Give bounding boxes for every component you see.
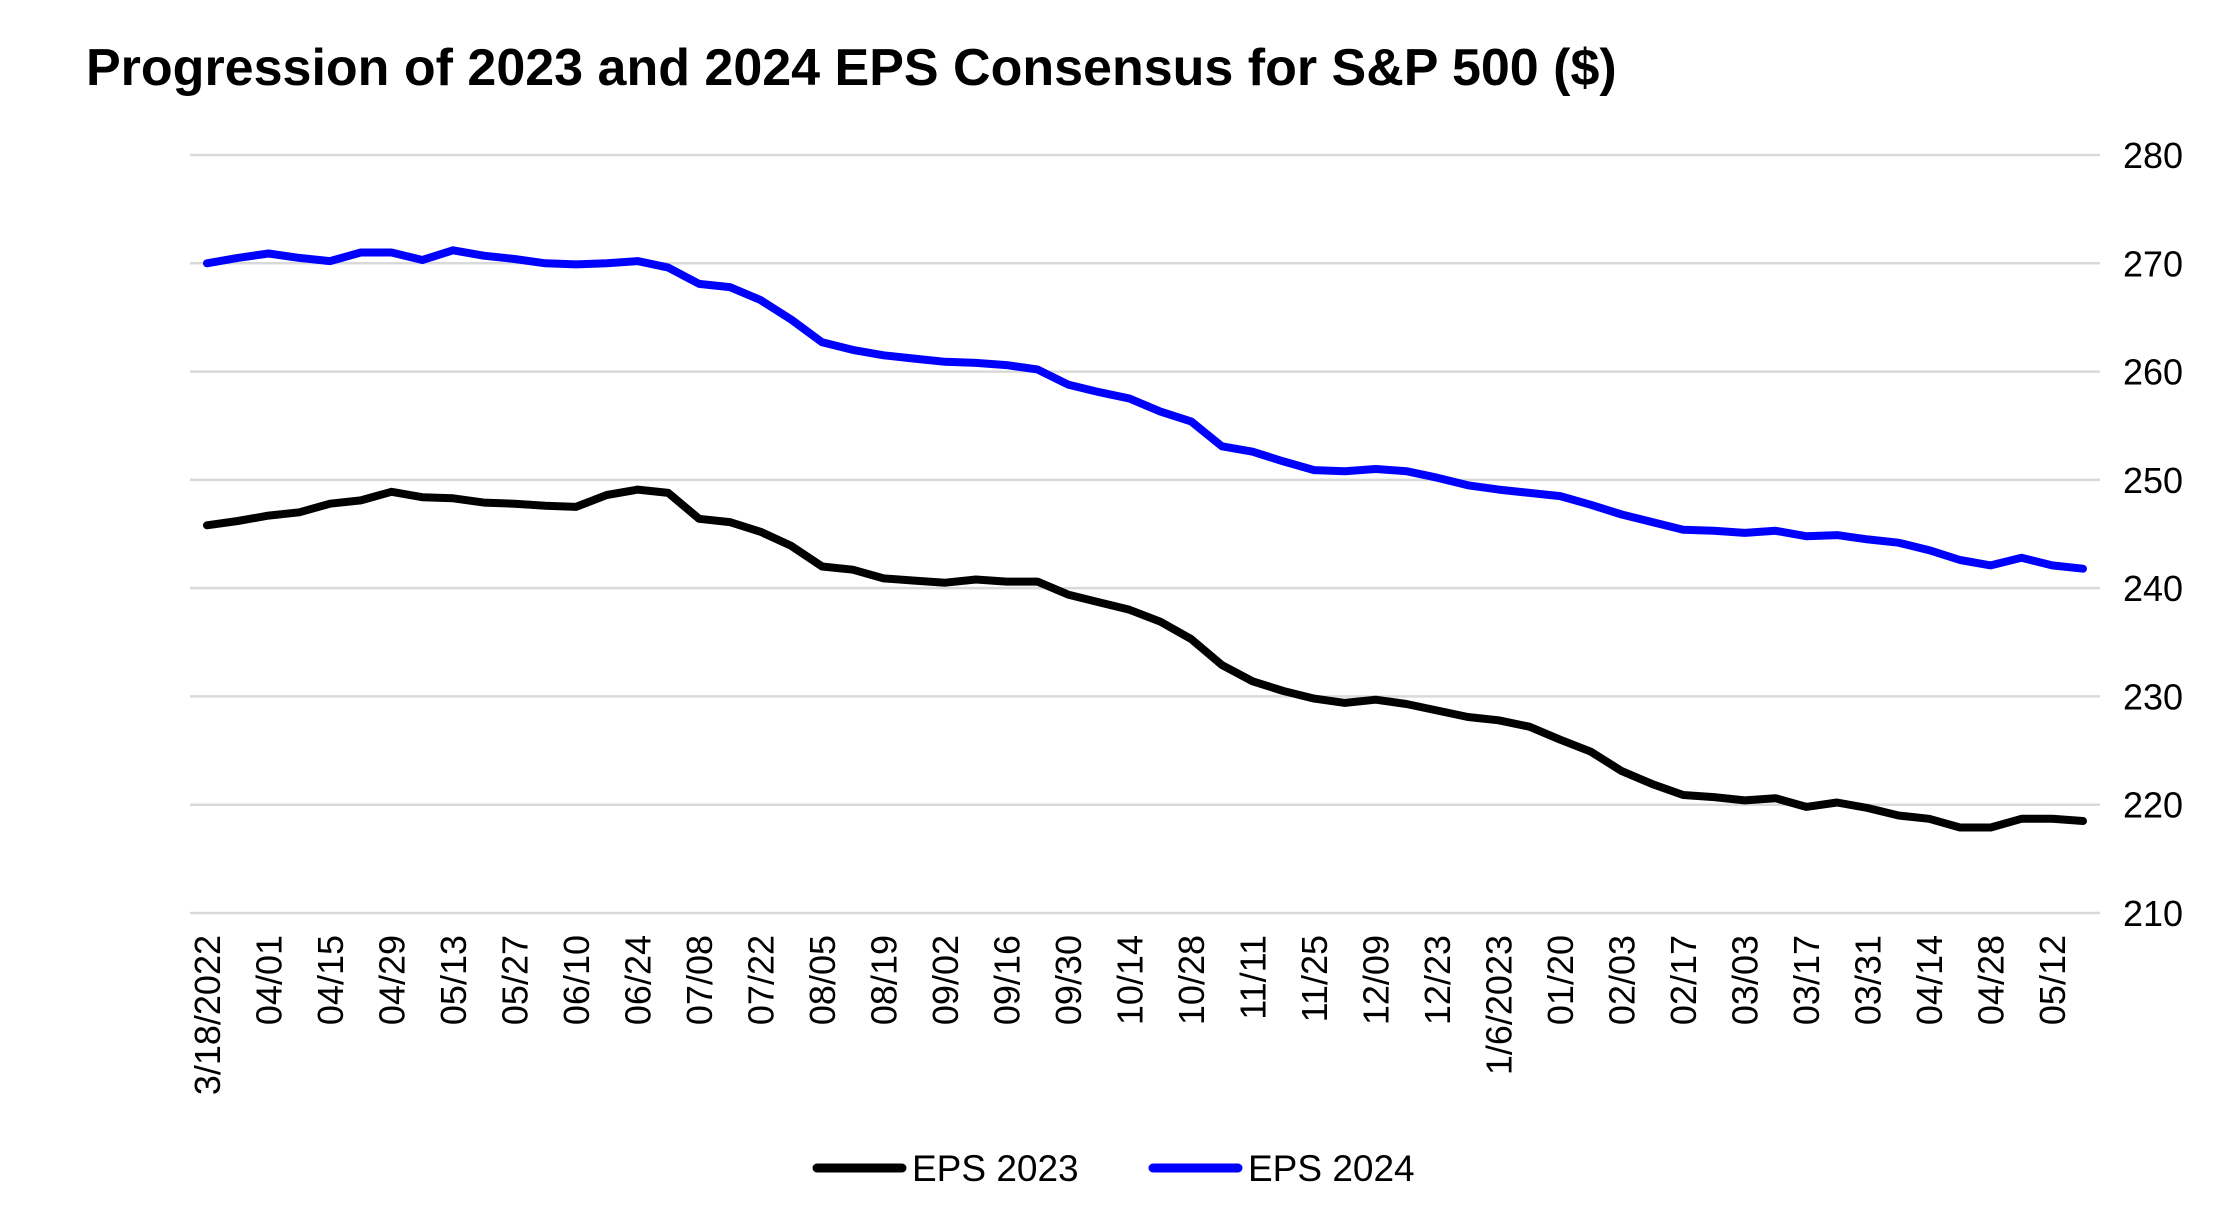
x-tick-label: 11/11 — [1233, 935, 1274, 1020]
x-tick-label: 12/09 — [1356, 935, 1397, 1025]
y-tick-label: 210 — [2123, 893, 2183, 934]
y-tick-label: 270 — [2123, 243, 2183, 284]
x-tick-label: 03/03 — [1725, 935, 1766, 1025]
x-tick-label: 04/01 — [249, 935, 290, 1025]
x-tick-label: 01/20 — [1540, 935, 1581, 1025]
x-tick-label: 06/24 — [618, 935, 659, 1025]
y-tick-label: 230 — [2123, 676, 2183, 717]
x-tick-label: 09/30 — [1048, 935, 1089, 1025]
x-tick-label: 08/19 — [864, 935, 905, 1025]
legend-label: EPS 2024 — [1248, 1148, 1415, 1189]
x-tick-label: 02/17 — [1663, 935, 1704, 1025]
y-tick-label: 280 — [2123, 135, 2183, 176]
y-tick-label: 260 — [2123, 352, 2183, 393]
chart-title: Progression of 2023 and 2024 EPS Consens… — [86, 39, 1617, 97]
x-tick-label: 09/16 — [987, 935, 1028, 1025]
x-tick-label: 08/05 — [802, 935, 843, 1025]
x-tick-label: 03/31 — [1848, 935, 1889, 1025]
x-tick-label: 05/27 — [495, 935, 536, 1025]
y-tick-label: 220 — [2123, 785, 2183, 826]
series-lines — [203, 246, 2087, 832]
x-tick-label: 12/23 — [1417, 935, 1458, 1025]
x-tick-label: 04/29 — [372, 935, 413, 1025]
legend-label: EPS 2023 — [912, 1148, 1079, 1189]
x-tick-label: 09/02 — [925, 935, 966, 1025]
x-tick-label: 10/28 — [1171, 935, 1212, 1025]
x-tick-label: 04/15 — [310, 935, 351, 1025]
x-tick-label: 10/14 — [1110, 935, 1151, 1025]
y-axis-tick-labels: 210 220 230 240 250 260 270 280 — [2123, 135, 2183, 934]
x-tick-label: 07/08 — [679, 935, 720, 1025]
series-line — [203, 485, 2087, 832]
series-line — [203, 246, 2087, 573]
x-tick-label: 06/10 — [556, 935, 597, 1025]
legend: EPS 2023 EPS 2024 — [812, 1148, 1415, 1189]
x-tick-label: 1/6/2023 — [1479, 935, 1520, 1075]
x-tick-label: 03/17 — [1786, 935, 1827, 1025]
x-tick-label: 04/14 — [1909, 935, 1950, 1025]
x-tick-label: 3/18/2022 — [187, 935, 228, 1095]
x-tick-label: 04/28 — [1971, 935, 2012, 1025]
x-tick-label: 02/03 — [1602, 935, 1643, 1025]
x-axis-tick-labels: 3/18/2022 04/01 04/15 04/29 05/13 05/27 06/10 0… — [187, 935, 2073, 1095]
x-tick-label: 11/25 — [1294, 935, 1335, 1022]
x-tick-label: 07/22 — [741, 935, 782, 1025]
x-tick-label: 05/12 — [2032, 935, 2073, 1025]
y-tick-label: 240 — [2123, 568, 2183, 609]
gridlines — [190, 153, 2100, 915]
x-tick-label: 05/13 — [433, 935, 474, 1025]
y-tick-label: 250 — [2123, 460, 2183, 501]
